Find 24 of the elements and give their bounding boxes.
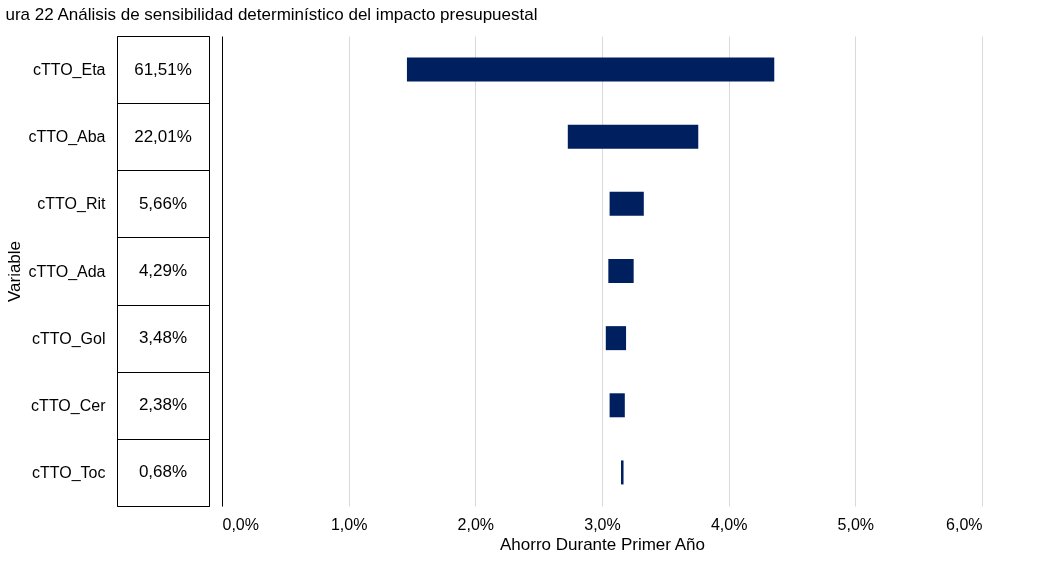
y-tick-label: cTTO_Eta: [32, 61, 106, 80]
text: 61,51%: [134, 59, 192, 79]
x-tick-label: 6,0%: [946, 515, 983, 533]
text: 4,29%: [138, 261, 188, 280]
text: 5,66%: [138, 193, 188, 213]
x-tick-label: 0,0%: [222, 515, 259, 533]
text: 3,48%: [138, 328, 188, 348]
y-tick-label: cTTO_Aba: [28, 128, 106, 147]
chart-title: ura 22 Análisis de sensibilidad determinístico del impacto presupuestal: [5, 4, 538, 24]
text: 2,38%: [138, 395, 188, 415]
x-tick-label: 3,0%: [584, 515, 621, 533]
x-tick-label: 1,0%: [330, 515, 368, 533]
y-tick-label: cTTO_Toc: [32, 463, 106, 482]
x-tick-label: 5,0%: [837, 515, 875, 533]
x-tick-label: 4,0%: [710, 515, 748, 533]
y-axis-title: Variable: [5, 240, 25, 303]
y-tick-label: cTTO_Rit: [37, 195, 107, 214]
y-tick-label: cTTO_Gol: [32, 329, 106, 348]
text: 0,68%: [138, 462, 188, 482]
x-tick-label: 2,0%: [457, 515, 495, 533]
y-tick-label: cTTO_Cer: [31, 396, 107, 415]
y-tick-label: cTTO_Ada: [28, 262, 106, 281]
x-axis-title: Ahorro Durante Primer Año: [499, 534, 706, 554]
text: 22,01%: [134, 126, 192, 146]
